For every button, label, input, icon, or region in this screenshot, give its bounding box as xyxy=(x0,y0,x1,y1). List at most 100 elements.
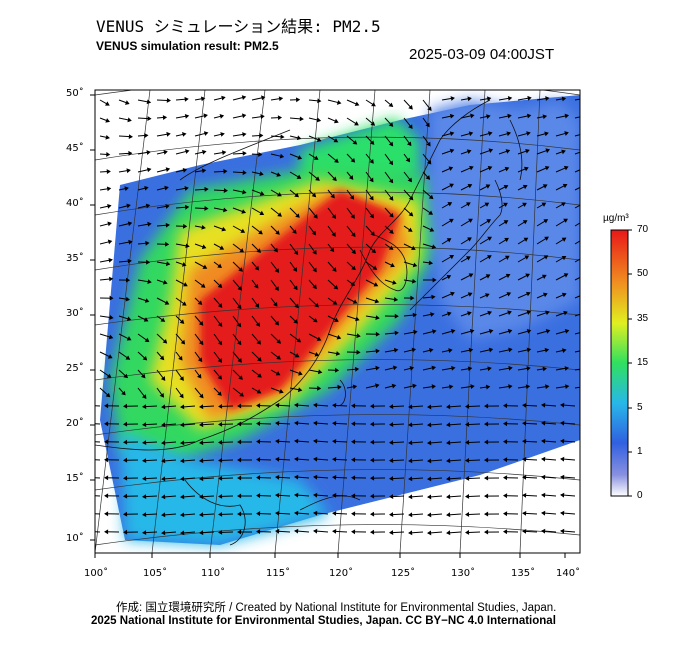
wind-arrow-head xyxy=(294,303,299,309)
wind-arrow-head xyxy=(185,204,190,210)
wind-arrow-head xyxy=(449,218,454,224)
wind-arrow-head xyxy=(104,529,109,535)
wind-arrow-head xyxy=(545,384,550,390)
wind-arrow-head xyxy=(182,223,188,229)
wind-arrow-head xyxy=(104,511,109,517)
wind-arrow xyxy=(574,258,580,263)
wind-arrow-head xyxy=(408,512,413,518)
wind-arrow-head xyxy=(203,131,209,136)
wind-arrow-head xyxy=(405,157,411,163)
wind-arrow-head xyxy=(561,149,566,155)
lat-label-45: 45˚ xyxy=(66,143,84,154)
wind-arrow-head xyxy=(449,183,454,188)
wind-arrow-head xyxy=(184,149,190,154)
wind-arrow-head xyxy=(487,310,493,316)
wind-arrow-head xyxy=(314,302,319,308)
wind-arrow-head xyxy=(217,263,222,268)
wind-arrow-head xyxy=(104,439,109,445)
wind-arrow-head xyxy=(467,183,473,189)
wind-arrow-head xyxy=(370,121,376,126)
wind-arrow-head xyxy=(487,165,493,171)
wind-arrow-head xyxy=(465,529,470,535)
coastlines xyxy=(95,99,523,546)
wind-arrow-head xyxy=(179,319,185,324)
wind-arrow-head xyxy=(408,422,413,428)
wind-arrow-head xyxy=(201,224,206,230)
colorbar-label-15: 15 xyxy=(637,357,649,368)
wind-arrow-head xyxy=(390,262,395,268)
wind-arrow-head xyxy=(275,456,280,462)
wind-arrow-head xyxy=(412,312,418,318)
wind-arrow-head xyxy=(505,273,511,279)
wind-arrow-head xyxy=(449,148,455,154)
credit-line: 作成: 国立環境研究所 / Created by National Instit… xyxy=(116,602,557,614)
wind-arrow-head xyxy=(543,255,549,260)
wind-arrow-head xyxy=(544,236,549,241)
wind-arrow-head xyxy=(180,494,185,500)
wind-arrow-head xyxy=(185,243,190,249)
wind-arrow-head xyxy=(109,276,114,282)
wind-arrow-head xyxy=(142,404,147,410)
wind-arrow-head xyxy=(217,391,222,396)
lon-label-105: 105˚ xyxy=(143,568,168,579)
wind-arrow-head xyxy=(218,530,223,535)
wind-arrow-head xyxy=(563,165,569,171)
wind-arrow-head xyxy=(164,185,169,191)
wind-arrow-head xyxy=(426,159,432,165)
wind-arrow-head xyxy=(223,168,228,174)
wind-arrow-head xyxy=(141,394,147,399)
wind-arrow-head xyxy=(522,528,527,534)
colorbar-unit: µg/m³ xyxy=(603,213,629,224)
wind-arrow-head xyxy=(127,221,133,227)
wind-arrow-head xyxy=(507,328,513,334)
wind-arrow-head xyxy=(412,383,417,389)
wind-arrow-head xyxy=(526,291,531,297)
wind-arrow-head xyxy=(485,384,491,390)
wind-arrow-head xyxy=(294,456,299,462)
wind-arrow-head xyxy=(484,439,489,445)
wind-arrow-head xyxy=(484,475,489,481)
wind-arrow-head xyxy=(127,258,132,264)
wind-arrow-head xyxy=(123,373,129,379)
wind-arrow-head xyxy=(583,219,586,222)
wind-arrow-head xyxy=(237,421,242,427)
wind-arrow-head xyxy=(140,373,146,379)
wind-arrow-head xyxy=(541,438,546,444)
wind-arrow-head xyxy=(204,205,209,211)
wind-arrow-head xyxy=(275,474,280,480)
wind-arrow-head xyxy=(484,493,489,499)
wind-arrow-head xyxy=(545,148,550,154)
wind-arrow-head xyxy=(217,375,223,380)
wind-arrow-head xyxy=(165,167,171,172)
wind-arrow-head xyxy=(295,97,301,103)
wind-arrow-head xyxy=(123,439,128,445)
wind-arrow-head xyxy=(315,176,320,181)
wind-arrow-head xyxy=(488,328,494,334)
wind-arrow-head xyxy=(356,349,361,355)
wind-arrow-head xyxy=(561,202,566,207)
wind-arrow-head xyxy=(240,228,246,233)
wind-arrow-head xyxy=(105,118,111,123)
wind-arrow-head xyxy=(542,114,548,120)
wind-arrow-head xyxy=(180,512,185,518)
concentration-field xyxy=(100,95,580,545)
wind-arrow-head xyxy=(313,492,318,498)
wind-arrow xyxy=(95,477,101,479)
wind-arrow-head xyxy=(311,230,316,236)
wind-arrow-head xyxy=(525,148,530,154)
wind-arrow-head xyxy=(178,355,183,361)
wind-arrow-head xyxy=(561,292,567,298)
wind-arrow-head xyxy=(466,202,471,207)
wind-arrow-head xyxy=(470,384,475,389)
wind-arrow-head xyxy=(128,239,133,245)
wind-arrow-head xyxy=(584,149,587,152)
wind-arrow-head xyxy=(332,267,337,272)
wind-arrow xyxy=(574,295,580,299)
wind-arrow-head xyxy=(356,333,361,339)
wind-arrow-head xyxy=(104,403,109,409)
wind-arrow-head xyxy=(374,298,380,304)
wind-arrow-head xyxy=(184,96,189,102)
wind-arrow-head xyxy=(180,530,185,536)
wind-arrow-head xyxy=(388,178,394,184)
wind-arrow-head xyxy=(408,440,413,446)
